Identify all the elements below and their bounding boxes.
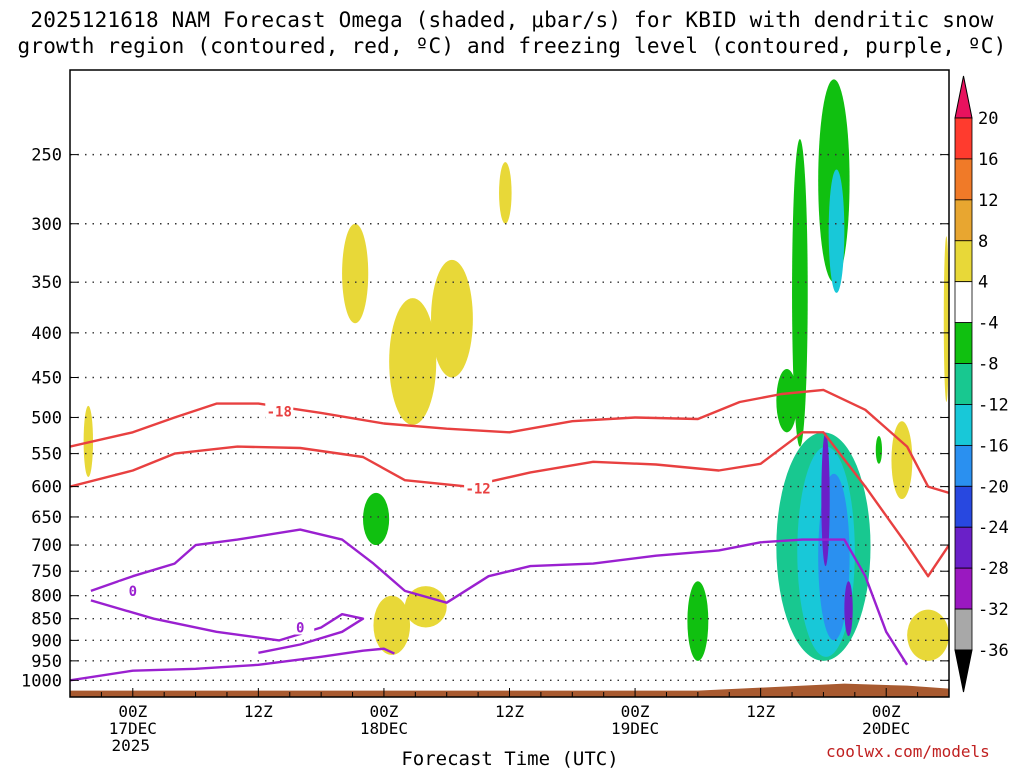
contour-line-2: [90, 528, 909, 666]
colorbar-label-3: 8: [978, 232, 988, 252]
x-tick-label-42-0: 12Z: [495, 702, 524, 721]
colorbar-bottom-arrow: [954, 649, 973, 693]
colorbar-box-5: [954, 322, 973, 364]
x-tick-label-54-1: 19DEC: [611, 719, 659, 738]
omega-region-2: [389, 298, 437, 425]
chart-title-line-1: 2025121618 NAM Forecast Omega (shaded, μ…: [30, 8, 994, 32]
omega-region-3: [431, 259, 473, 378]
y-tick-label-500: 500: [31, 408, 62, 428]
y-tick-label-800: 800: [31, 587, 62, 607]
colorbar-label-13: -36: [978, 641, 1009, 661]
x-tick-label-30-0: 00Z: [369, 702, 398, 721]
colorbar-box-12: [954, 608, 973, 651]
y-tick-label-700: 700: [31, 536, 62, 556]
colorbar-label-2: 12: [978, 191, 998, 211]
omega-region-17: [828, 169, 845, 293]
colorbar-top-arrow: [954, 75, 973, 119]
credit-text: coolwx.com/models: [826, 742, 990, 761]
y-tick-label-350: 350: [31, 273, 62, 293]
omega-region-14: [776, 368, 798, 433]
colorbar-box-1: [954, 158, 973, 201]
omega-region-10: [363, 492, 390, 546]
colorbar-label-6: -8: [978, 355, 998, 375]
contour-label-bg-1: [464, 479, 493, 496]
omega-region-11: [687, 581, 709, 661]
x-tick-label-6-2: 2025: [112, 736, 151, 755]
colorbar-box-6: [954, 363, 973, 405]
contour-label-bg-2: [118, 581, 147, 598]
y-tick-label-1000: 1000: [21, 671, 62, 691]
x-tick-label-54-0: 00Z: [621, 702, 650, 721]
y-tick-label-750: 750: [31, 562, 62, 582]
omega-shading-layer: [83, 79, 949, 661]
y-tick-label-850: 850: [31, 610, 62, 630]
omega-region-12: [792, 139, 808, 447]
colorbar-label-0: 20: [978, 109, 998, 129]
y-tick-label-400: 400: [31, 324, 62, 344]
colorbar-label-10: -24: [978, 518, 1009, 538]
y-tick-label-900: 900: [31, 631, 62, 651]
omega-region-19: [821, 432, 830, 567]
contour-label-bg-0: [265, 402, 294, 419]
omega-region-4: [499, 162, 512, 224]
y-tick-label-650: 650: [31, 508, 62, 528]
contour-layer: -18 -12 0 0: [70, 388, 949, 682]
x-tick-label-18-0: 12Z: [244, 702, 273, 721]
y-axis: 2503003504004505005506006507007508008509…: [21, 146, 949, 691]
colorbar-box-9: [954, 485, 973, 528]
omega-region-6: [404, 586, 447, 628]
chart-title-line-2: growth region (contoured, red, ºC) and f…: [17, 34, 1007, 58]
colorbar-box-8: [954, 444, 973, 487]
contour-label-1: -12: [465, 481, 490, 497]
contour-label-3: 0: [296, 620, 304, 636]
colorbar-label-12: -32: [978, 600, 1009, 620]
omega-region-1: [342, 223, 369, 324]
colorbar-box-10: [954, 526, 973, 569]
colorbar-label-9: -20: [978, 477, 1009, 497]
contour-label-bg-3: [286, 618, 315, 635]
y-tick-label-450: 450: [31, 369, 62, 389]
x-tick-label-6-0: 00Z: [118, 702, 147, 721]
colorbar-label-8: -16: [978, 436, 1009, 456]
contour-label-2: 0: [129, 584, 137, 600]
colorbar-box-0: [954, 117, 973, 160]
omega-region-8: [891, 421, 913, 500]
contour-line-3: [90, 599, 365, 654]
y-tick-label-250: 250: [31, 146, 62, 166]
x-tick-label-30-1: 18DEC: [360, 719, 408, 738]
y-tick-label-600: 600: [31, 478, 62, 498]
omega-region-9: [943, 236, 949, 402]
colorbar-label-5: -4: [978, 314, 998, 334]
omega-region-20: [844, 581, 853, 637]
colorbar-box-4: [954, 281, 973, 324]
x-tick-label-78-1: 20DEC: [862, 719, 910, 738]
colorbar-label-4: 4: [978, 273, 988, 293]
contour-line-4: [70, 647, 395, 682]
y-tick-label-550: 550: [31, 445, 62, 465]
contour-line-0: [70, 388, 949, 495]
colorbar-box-2: [954, 199, 973, 242]
contour-line-1: [70, 431, 949, 578]
colorbar-box-7: [954, 404, 973, 446]
colorbar-box-11: [954, 567, 973, 610]
colorbar-legend: 20 16 12 8 4 -4 -8 -12 -16 -20 -24 -28 -32 -36: [954, 75, 1009, 693]
colorbar-label-1: 16: [978, 150, 998, 170]
x-axis-title: Forecast Time (UTC): [401, 748, 618, 768]
colorbar-label-11: -28: [978, 559, 1009, 579]
contour-label-0: -18: [267, 404, 292, 420]
colorbar-box-3: [954, 240, 973, 283]
colorbar-label-7: -12: [978, 395, 1009, 415]
omega-region-7: [907, 609, 949, 661]
x-tick-label-66-0: 12Z: [746, 702, 775, 721]
omega-region-5: [373, 595, 411, 655]
omega-region-21: [875, 435, 883, 464]
x-tick-label-78-0: 00Z: [872, 702, 901, 721]
x-tick-label-6-1: 17DEC: [109, 719, 157, 738]
y-tick-label-950: 950: [31, 652, 62, 672]
y-tick-label-300: 300: [31, 215, 62, 235]
